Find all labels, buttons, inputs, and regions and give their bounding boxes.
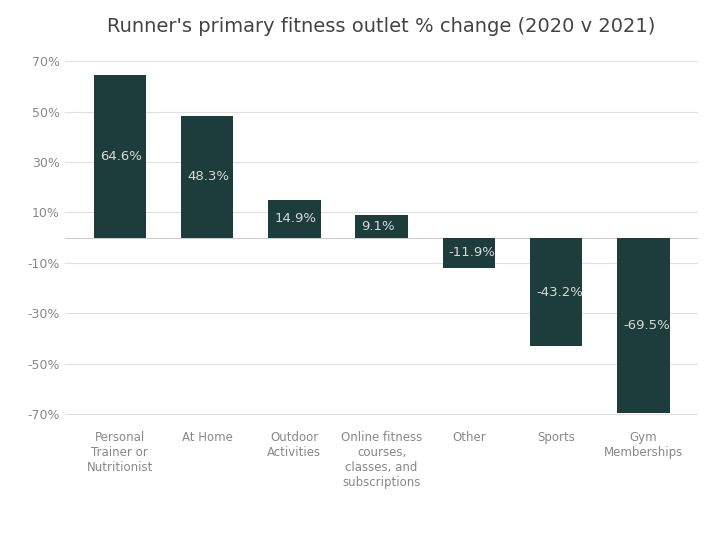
Text: -11.9%: -11.9%: [449, 246, 495, 259]
Text: 48.3%: 48.3%: [187, 170, 229, 183]
Bar: [94, 75, 146, 238]
Text: 9.1%: 9.1%: [361, 220, 395, 233]
Bar: [530, 238, 582, 347]
Text: 14.9%: 14.9%: [274, 212, 316, 225]
Bar: [443, 238, 495, 268]
Title: Runner's primary fitness outlet % change (2020 v 2021): Runner's primary fitness outlet % change…: [107, 17, 656, 36]
Bar: [617, 238, 670, 413]
Bar: [268, 200, 320, 238]
Text: -69.5%: -69.5%: [624, 319, 670, 332]
Text: 64.6%: 64.6%: [99, 150, 142, 163]
Text: -43.2%: -43.2%: [536, 286, 583, 299]
Bar: [181, 116, 233, 238]
Bar: [356, 215, 408, 238]
